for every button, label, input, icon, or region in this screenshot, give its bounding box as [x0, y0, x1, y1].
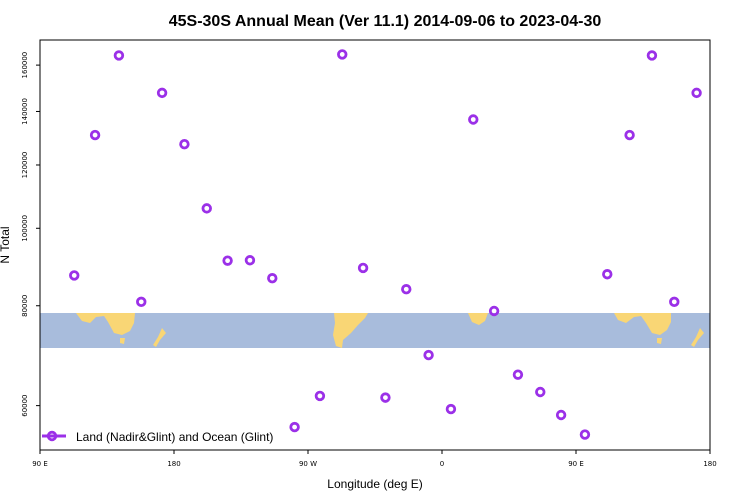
- data-point: [555, 409, 567, 421]
- data-point: [179, 139, 190, 150]
- data-point: [136, 296, 147, 308]
- map-land-southern-africa: [468, 313, 488, 325]
- y-axis-label: N Total: [0, 226, 12, 263]
- data-point: [357, 262, 369, 274]
- y-tick-label: 120000: [21, 152, 29, 179]
- data-point: [624, 129, 635, 141]
- data-point: [468, 114, 479, 125]
- data-point: [380, 392, 391, 403]
- data-point: [488, 305, 500, 317]
- map-land: [76, 313, 704, 348]
- data-point: [691, 87, 702, 99]
- data-point: [669, 296, 680, 308]
- data-point: [535, 386, 546, 398]
- x-tick-label: 180: [167, 460, 180, 468]
- data-point: [579, 429, 591, 440]
- x-tick-label: 180: [703, 460, 716, 468]
- x-axis: 90 E 180 90 W 0 90 E 180: [32, 450, 717, 468]
- data-points: [69, 49, 702, 440]
- map-land-new-zealand-2: [691, 328, 704, 347]
- map-land-tasmania: [120, 338, 125, 344]
- data-point: [267, 273, 278, 284]
- data-point: [512, 369, 524, 380]
- x-tick-label: 90 E: [568, 460, 584, 468]
- map-land-tasmania-2: [657, 338, 662, 344]
- map-land-new-zealand: [153, 328, 166, 347]
- data-point: [445, 403, 457, 415]
- data-point: [244, 255, 256, 266]
- x-tick-label: 90 W: [299, 460, 317, 468]
- map-land-australia-2: [614, 313, 671, 335]
- data-point: [222, 255, 233, 266]
- x-axis-label: Longitude (deg E): [327, 477, 422, 491]
- map-land-australia: [76, 313, 135, 335]
- x-tick-label: 90 E: [32, 460, 48, 468]
- y-tick-label: 160000: [21, 52, 29, 79]
- y-tick-label: 80000: [21, 295, 29, 317]
- y-tick-label: 100000: [21, 215, 29, 242]
- legend: Land (Nadir&Glint) and Ocean (Glint): [42, 430, 273, 444]
- data-point: [289, 421, 300, 433]
- data-point: [113, 50, 125, 61]
- data-point: [156, 87, 168, 99]
- legend-marker: [46, 430, 58, 442]
- data-point: [337, 49, 348, 60]
- data-point: [69, 270, 80, 281]
- map-ocean: [40, 313, 710, 348]
- legend-label: Land (Nadir&Glint) and Ocean (Glint): [76, 430, 273, 444]
- data-point: [201, 203, 212, 214]
- data-point: [646, 50, 658, 61]
- data-point: [314, 390, 326, 402]
- plot-frame: [39, 39, 711, 451]
- y-axis: 60000 80000 100000 120000 140000 160000: [21, 52, 40, 417]
- data-point: [602, 269, 613, 280]
- chart-title: 45S-30S Annual Mean (Ver 11.1) 2014-09-0…: [169, 13, 602, 30]
- x-tick-label: 0: [440, 460, 444, 468]
- world-map-strip: [40, 313, 710, 348]
- y-tick-label: 60000: [21, 394, 29, 416]
- data-point: [401, 284, 412, 295]
- data-point: [423, 349, 434, 361]
- map-land-south-america: [333, 313, 368, 348]
- y-tick-label: 140000: [21, 98, 29, 125]
- data-point: [89, 129, 101, 141]
